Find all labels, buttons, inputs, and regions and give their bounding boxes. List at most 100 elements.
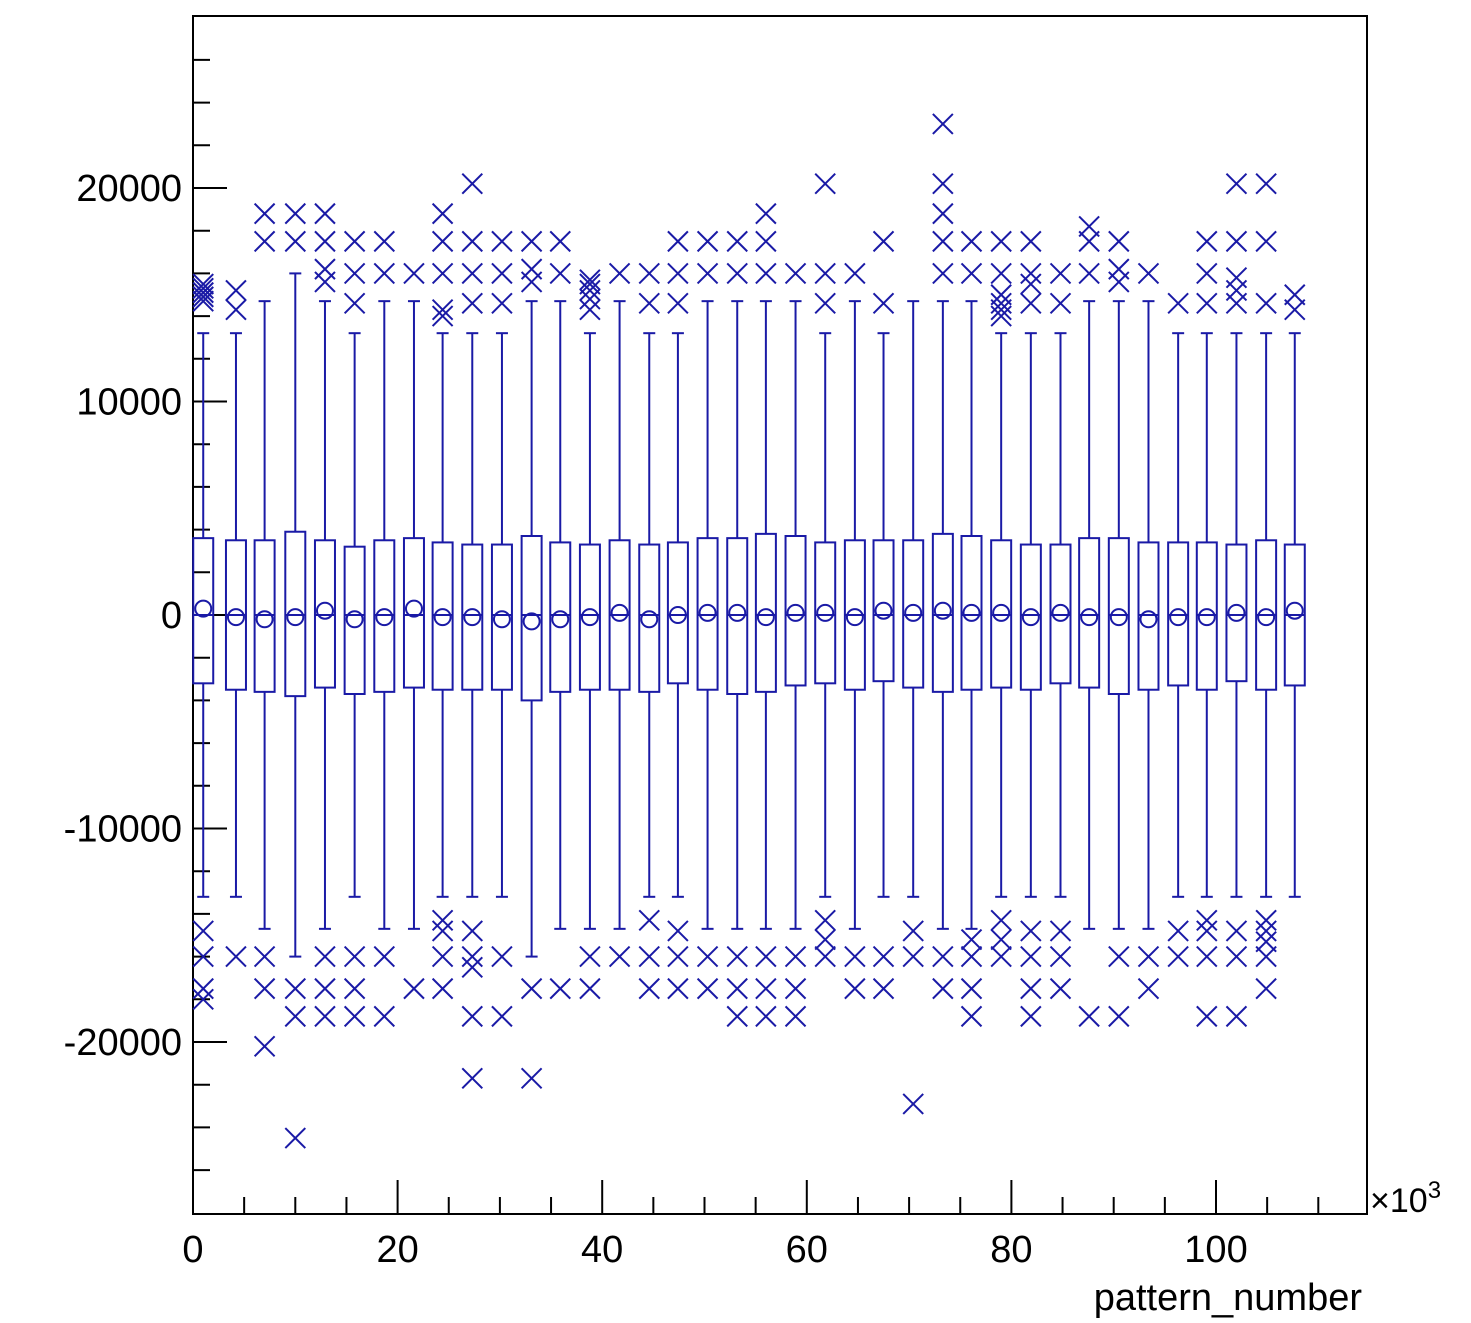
outlier-stroke bbox=[579, 273, 601, 295]
outlier-stroke bbox=[461, 173, 483, 195]
outlier-stroke bbox=[549, 262, 571, 285]
outlier-stroke bbox=[990, 298, 1012, 321]
outlier-stroke bbox=[667, 230, 689, 253]
outlier-stroke bbox=[1108, 945, 1130, 968]
outlier-marker bbox=[431, 298, 454, 321]
outlier-stroke bbox=[872, 945, 895, 968]
outlier-stroke bbox=[667, 292, 689, 314]
outlier-marker bbox=[431, 262, 454, 285]
outlier-marker bbox=[667, 977, 689, 1000]
outlier-marker bbox=[579, 945, 601, 968]
outlier-marker bbox=[1078, 262, 1100, 285]
outlier-marker bbox=[192, 920, 214, 942]
outlier-stroke bbox=[520, 977, 543, 1000]
outlier-marker bbox=[253, 945, 276, 968]
outlier-marker bbox=[343, 230, 366, 253]
outlier-marker bbox=[431, 909, 454, 932]
x-axis-tick-labels: 0 20 40 60 80 100 bbox=[182, 1229, 1247, 1271]
outlier-marker bbox=[1049, 920, 1072, 942]
outlier-marker bbox=[253, 230, 276, 253]
iqr-box bbox=[784, 535, 807, 687]
outlier-stroke bbox=[990, 284, 1012, 306]
box-33 bbox=[1137, 262, 1160, 1000]
box-20 bbox=[754, 202, 777, 1028]
outlier-marker bbox=[461, 292, 483, 314]
boxes bbox=[192, 113, 1306, 1149]
iqr-box bbox=[638, 543, 661, 693]
outlier-marker bbox=[1167, 920, 1189, 942]
y-tick-label: -20000 bbox=[64, 1022, 182, 1064]
iqr-box bbox=[1167, 541, 1190, 687]
outlier-marker bbox=[1108, 945, 1130, 968]
iqr-box bbox=[960, 535, 983, 691]
outlier-stroke bbox=[1196, 1005, 1218, 1028]
iqr-box bbox=[373, 539, 396, 693]
outlier-stroke bbox=[814, 292, 836, 314]
outlier-marker bbox=[373, 230, 396, 253]
outlier-marker bbox=[314, 258, 336, 280]
outlier-marker bbox=[1196, 920, 1218, 942]
outlier-stroke bbox=[696, 945, 719, 968]
outlier-marker bbox=[1225, 230, 1248, 253]
x-tick-label: 40 bbox=[581, 1229, 623, 1271]
outlier-stroke bbox=[932, 230, 954, 253]
mean-marker bbox=[345, 610, 364, 629]
outlier-stroke bbox=[461, 1005, 483, 1028]
mean-marker bbox=[492, 610, 511, 629]
mean-marker bbox=[1051, 603, 1070, 622]
x-tick-label: 0 bbox=[182, 1229, 203, 1271]
outlier-marker bbox=[1255, 173, 1277, 195]
iqr-box bbox=[253, 539, 276, 693]
outlier-stroke bbox=[755, 1005, 777, 1028]
iqr-box bbox=[931, 532, 954, 693]
outlier-marker bbox=[343, 977, 366, 1000]
outlier-stroke bbox=[192, 988, 214, 1011]
outlier-marker bbox=[755, 1005, 777, 1028]
outlier-stroke bbox=[343, 292, 366, 314]
box-21 bbox=[784, 262, 807, 1028]
iqr-box bbox=[814, 541, 837, 685]
iqr-box bbox=[1195, 541, 1218, 691]
outlier-stroke bbox=[1020, 977, 1042, 1000]
outlier-stroke bbox=[491, 945, 513, 968]
outlier-marker bbox=[667, 945, 689, 968]
outlier-marker bbox=[431, 977, 454, 1000]
outlier-marker bbox=[343, 292, 366, 314]
outlier-stroke bbox=[872, 230, 895, 253]
outlier-marker bbox=[373, 262, 396, 285]
box-9 bbox=[431, 202, 454, 1000]
box-5 bbox=[313, 202, 336, 1028]
outlier-marker bbox=[1108, 258, 1130, 280]
outlier-stroke bbox=[314, 230, 336, 253]
outlier-stroke bbox=[814, 173, 836, 195]
x-tick-label: 100 bbox=[1184, 1229, 1247, 1271]
outlier-stroke bbox=[461, 945, 483, 968]
outlier-marker bbox=[1020, 292, 1042, 314]
outlier-marker bbox=[284, 1127, 307, 1149]
outlier-marker bbox=[192, 290, 214, 312]
box-29 bbox=[1019, 230, 1042, 1028]
outlier-stroke bbox=[1078, 1005, 1100, 1028]
outlier-marker bbox=[814, 292, 836, 314]
outlier-marker bbox=[1225, 1005, 1248, 1028]
outlier-stroke bbox=[192, 290, 214, 312]
outlier-marker bbox=[667, 920, 689, 942]
outlier-marker bbox=[225, 298, 247, 321]
outlier-marker bbox=[431, 920, 454, 942]
outlier-stroke bbox=[431, 298, 454, 321]
outlier-stroke bbox=[431, 920, 454, 942]
outlier-marker bbox=[314, 202, 336, 225]
box-14 bbox=[578, 269, 601, 1000]
box-1 bbox=[192, 273, 215, 1011]
outlier-stroke bbox=[932, 113, 954, 135]
iqr-box bbox=[696, 537, 719, 691]
outlier-marker bbox=[814, 173, 836, 195]
outlier-stroke bbox=[314, 258, 336, 280]
outlier-stroke bbox=[253, 202, 276, 225]
outlier-stroke bbox=[1225, 945, 1248, 968]
outlier-marker bbox=[192, 945, 214, 968]
outlier-stroke bbox=[549, 230, 571, 253]
outlier-marker bbox=[667, 262, 689, 285]
mean-marker bbox=[904, 603, 923, 622]
outlier-marker bbox=[932, 230, 954, 253]
